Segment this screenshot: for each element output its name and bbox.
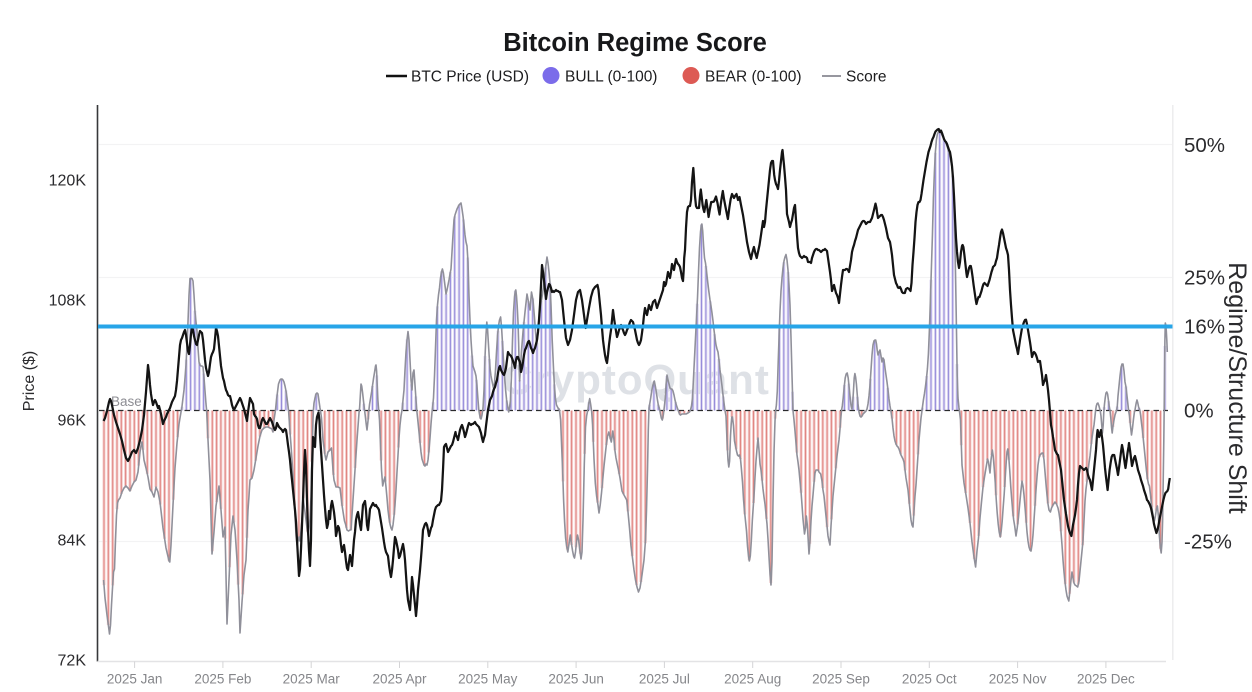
svg-text:BTC Price (USD): BTC Price (USD) (411, 69, 529, 86)
svg-text:120K: 120K (49, 173, 87, 190)
svg-text:2025 Jun: 2025 Jun (548, 672, 604, 687)
svg-text:2025 Mar: 2025 Mar (283, 672, 341, 687)
svg-text:2025 Nov: 2025 Nov (989, 672, 1047, 687)
svg-text:2025 Feb: 2025 Feb (194, 672, 251, 687)
svg-text:16%: 16% (1184, 316, 1225, 339)
svg-text:Price ($): Price ($) (21, 351, 38, 411)
svg-text:BEAR (0-100): BEAR (0-100) (705, 69, 801, 86)
svg-text:Regime/Structure Shift: Regime/Structure Shift (1223, 262, 1251, 514)
svg-text:2025 Oct: 2025 Oct (902, 672, 957, 687)
svg-text:2025 Aug: 2025 Aug (724, 672, 781, 687)
svg-text:2025 Dec: 2025 Dec (1077, 672, 1135, 687)
svg-text:0%: 0% (1184, 400, 1214, 423)
svg-text:2025 Jan: 2025 Jan (107, 672, 163, 687)
svg-text:Base: Base (111, 394, 142, 409)
svg-text:108K: 108K (49, 293, 87, 310)
svg-text:72K: 72K (58, 653, 87, 670)
svg-text:2025 May: 2025 May (458, 672, 518, 687)
svg-text:Bitcoin Regime Score: Bitcoin Regime Score (503, 29, 767, 57)
svg-text:84K: 84K (58, 533, 87, 550)
svg-text:96K: 96K (58, 413, 87, 430)
svg-text:50%: 50% (1184, 134, 1225, 157)
svg-text:-25%: -25% (1184, 531, 1232, 554)
svg-text:2025 Apr: 2025 Apr (372, 672, 427, 687)
svg-text:BULL (0-100): BULL (0-100) (565, 69, 657, 86)
svg-text:2025 Jul: 2025 Jul (639, 672, 690, 687)
svg-text:25%: 25% (1184, 267, 1225, 290)
svg-text:2025 Sep: 2025 Sep (812, 672, 870, 687)
svg-text:Score: Score (846, 69, 887, 86)
